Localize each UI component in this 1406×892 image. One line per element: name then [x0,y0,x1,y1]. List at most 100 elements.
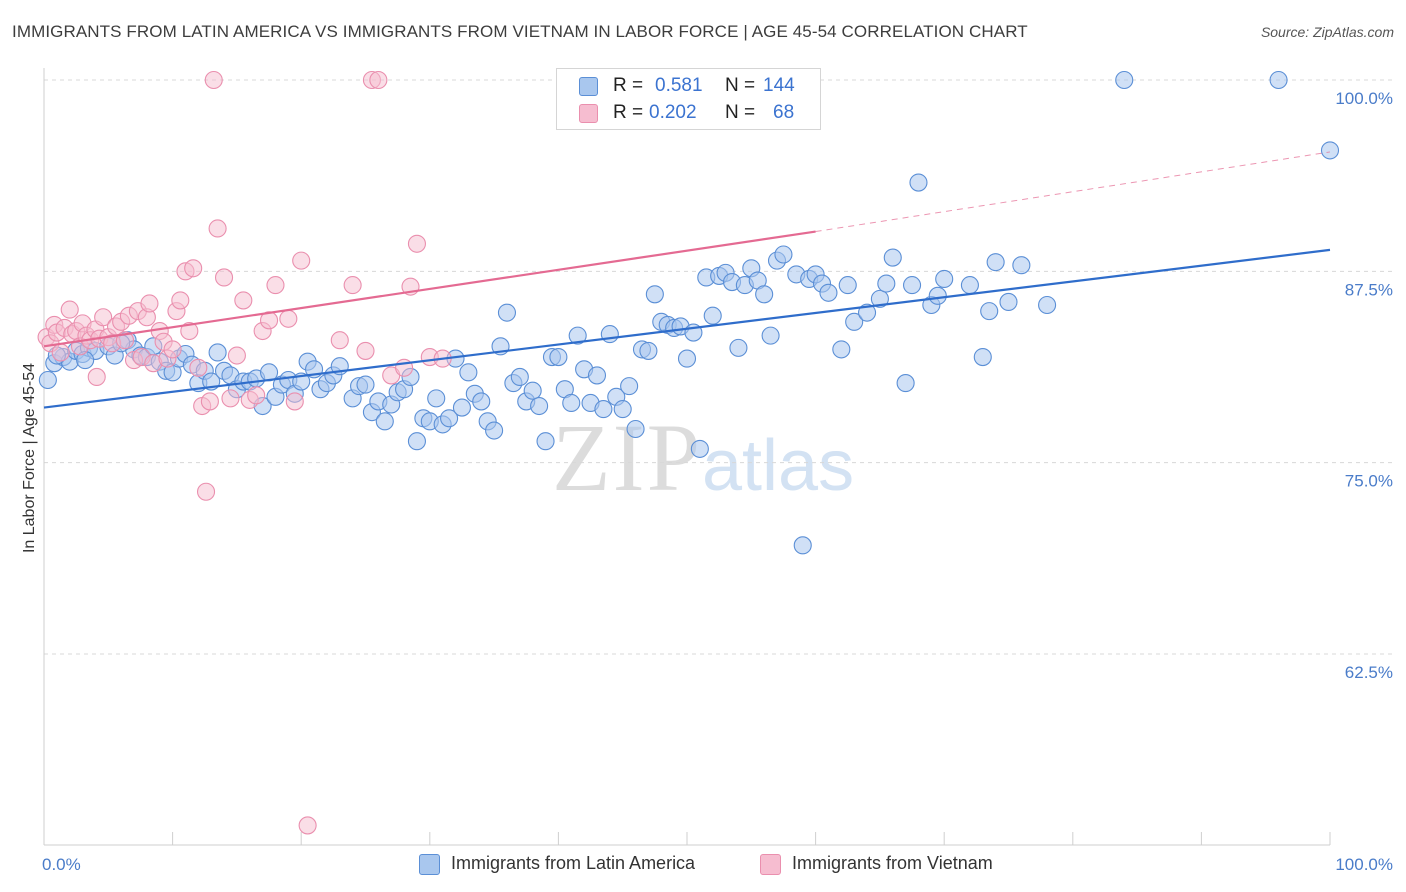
data-point-vietnam [200,392,219,411]
data-point-latin-america [645,285,664,304]
data-point-vietnam [87,367,106,386]
data-point-latin-america [703,306,722,325]
data-point-vietnam [60,300,79,319]
chart-title: IMMIGRANTS FROM LATIN AMERICA VS IMMIGRA… [12,22,1028,41]
data-point-latin-america [960,276,979,295]
legend-swatch-pink [579,104,598,123]
data-point-vietnam [140,294,159,313]
data-point-vietnam [234,291,253,310]
data-point-latin-america [536,432,555,451]
y-tick-label: 62.5% [1345,663,1393,682]
data-point-vietnam [356,341,375,360]
legend-swatch-pink [760,854,781,875]
data-point-vietnam [292,251,311,270]
legend-item-label: Immigrants from Vietnam [792,853,993,873]
legend-swatch-blue [579,77,598,96]
data-point-latin-america [1115,70,1134,90]
data-point-latin-america [613,400,632,419]
data-point-latin-america [459,363,478,382]
data-point-latin-america [38,370,57,390]
data-point-latin-america [594,400,613,419]
legend-swatch-blue [419,854,440,875]
source-label: Source: ZipAtlas.com [1260,24,1394,40]
watermark-zip: ZIP [552,404,702,511]
legend-r-value: 0.202 [649,102,697,123]
data-point-latin-america [549,348,568,367]
data-point-latin-america [568,326,587,345]
x-tick-label-start: 0.0% [42,855,81,874]
data-point-latin-america [407,432,426,451]
series-latin-america-points [38,70,1340,555]
data-point-latin-america [774,245,793,264]
watermark-atlas: atlas [702,426,855,506]
data-point-latin-america [427,389,446,408]
data-point-vietnam [266,276,285,295]
data-point-latin-america [639,341,658,360]
data-point-vietnam [330,331,349,350]
legend-n-value: 68 [773,102,795,123]
series-vietnam-points [37,70,452,835]
data-point-vietnam [298,816,317,835]
watermark: ZIPatlas [552,402,854,513]
data-point-latin-america [1320,141,1340,160]
data-point-latin-america [497,303,517,322]
data-point-latin-america [845,312,864,331]
data-point-latin-america [472,392,491,411]
data-point-latin-america [1269,70,1288,90]
grid-lines [44,79,1393,655]
data-point-vietnam [227,346,246,365]
data-point-latin-america [902,276,922,295]
data-point-vietnam [94,308,113,327]
trend-line-vietnam [43,230,816,348]
data-point-vietnam [214,268,234,287]
legend-r-label: R = [613,75,644,96]
y-tick-label: 100.0% [1335,89,1393,108]
data-point-latin-america [980,302,999,321]
trend-line-latin-america [43,248,1331,409]
data-point-latin-america [761,326,780,345]
trend-line-vietnam-extension [815,151,1331,233]
legend-item-label: Immigrants from Latin America [451,853,696,873]
data-point-latin-america [986,253,1005,272]
data-point-latin-america [729,338,748,357]
data-point-vietnam [196,482,216,501]
data-point-latin-america [587,366,607,385]
data-point-latin-america [877,274,896,293]
data-point-vietnam [285,392,304,411]
data-point-vietnam [171,291,190,310]
data-point-vietnam [184,259,203,278]
data-point-latin-america [896,374,915,393]
x-tick-label-end: 100.0% [1335,855,1393,874]
data-point-vietnam [247,386,266,405]
data-point-vietnam [208,219,227,238]
data-point-latin-america [562,393,581,413]
data-point-latin-america [819,283,838,302]
data-point-latin-america [838,276,857,295]
data-point-latin-america [973,348,992,367]
data-point-latin-america [440,409,459,428]
x-tick-labels: 0.0% 100.0% [42,855,1393,874]
data-point-latin-america [1012,256,1031,275]
data-point-latin-america [883,248,902,267]
data-point-vietnam [51,343,70,362]
data-point-latin-america [857,303,877,322]
data-point-latin-america [677,349,697,368]
data-point-latin-america [832,340,851,359]
data-point-latin-america [510,367,529,386]
data-point-latin-america [356,375,375,394]
data-point-latin-america [375,412,394,431]
data-point-latin-america [1038,295,1057,315]
stats-legend: R = 0.581 N = 144 R = 0.202 N = 68 [556,68,821,130]
legend-n-value: 144 [763,75,795,96]
data-point-vietnam [221,389,240,408]
data-point-latin-america [208,343,227,362]
data-point-latin-america [909,173,928,192]
data-point-vietnam [204,70,223,90]
data-point-latin-america [928,286,947,305]
data-point-latin-america [523,381,542,400]
data-point-latin-america [690,439,709,458]
data-point-latin-america [452,398,472,417]
legend-n-label: N = [725,102,756,123]
data-point-latin-america [485,421,504,440]
